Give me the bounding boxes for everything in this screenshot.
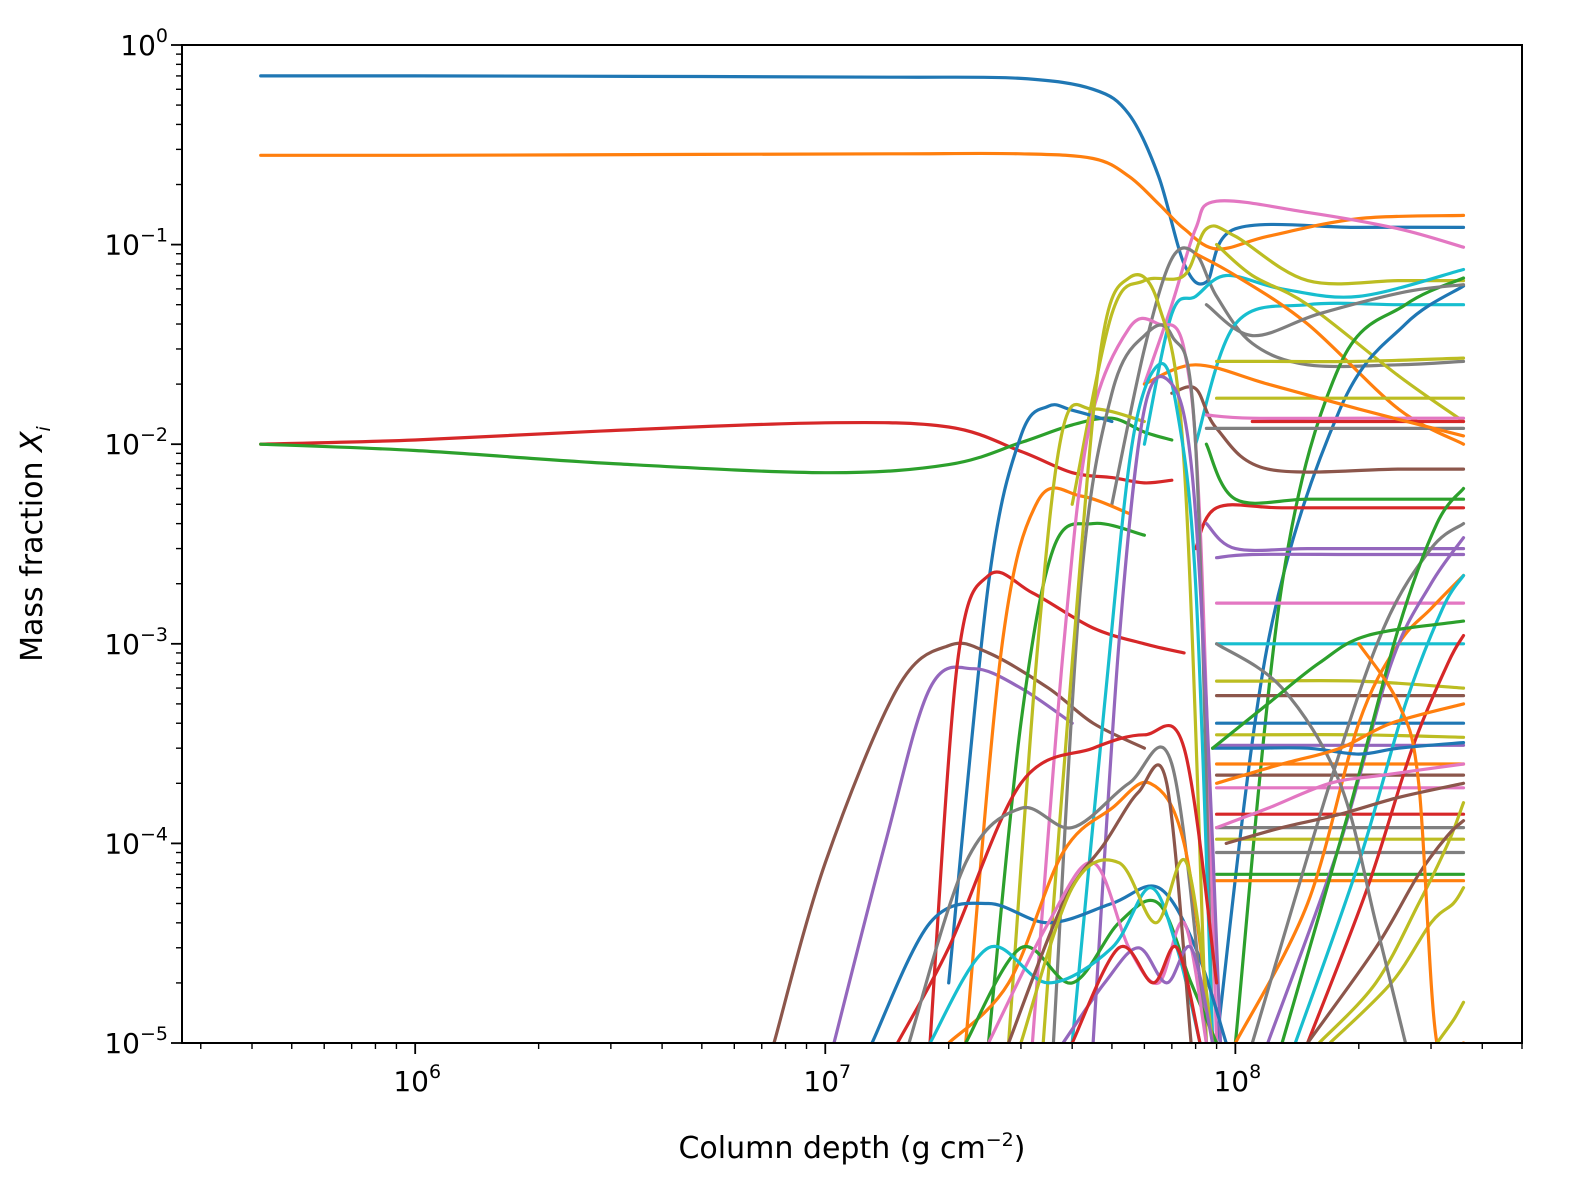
- x-tick-label: 107: [803, 1061, 851, 1098]
- y-tick-label: 10−2: [104, 424, 168, 461]
- series-line-44: [928, 570, 1186, 1043]
- series-line-69: [1306, 633, 1466, 1043]
- series-line-4: [1142, 199, 1466, 386]
- series-line-9: [1194, 301, 1466, 446]
- series-line-16: [1194, 503, 1466, 551]
- series-line-76: [1211, 741, 1466, 756]
- x-tick-label: 108: [1213, 1061, 1261, 1098]
- series-line-71: [1306, 819, 1466, 1043]
- y-tick-label: 10−4: [104, 823, 168, 860]
- series-line-2: [259, 420, 1174, 485]
- series-line-11: [1215, 243, 1466, 424]
- plot-frame: [181, 44, 1523, 1044]
- series-line-60: [1007, 763, 1193, 1043]
- series-line-65: [1250, 522, 1466, 1043]
- series-line-75: [1215, 642, 1408, 1043]
- series-line-18: [1204, 522, 1466, 553]
- series-line-62: [1061, 944, 1215, 1043]
- series-line-14: [1204, 283, 1466, 338]
- series-line-0: [259, 74, 1466, 286]
- x-axis-label: Column depth (g cm−2): [678, 1129, 1025, 1166]
- y-tick-label: 10−3: [104, 624, 168, 661]
- series-line-3: [259, 416, 1174, 475]
- series-line-63: [1070, 944, 1202, 1043]
- series-line-43: [832, 665, 1074, 1043]
- series-line-23: [1142, 363, 1466, 438]
- series-group: [259, 74, 1466, 1043]
- series-line-64: [1233, 573, 1466, 1043]
- series-line-24: [1215, 356, 1466, 364]
- series-line-52: [1091, 374, 1223, 1043]
- series-line-57: [964, 898, 1219, 1043]
- series-line-17: [1204, 442, 1466, 505]
- series-line-51: [1070, 361, 1215, 1043]
- series-line-6: [1110, 246, 1466, 506]
- y-axis-label: Mass fraction Xi: [15, 425, 55, 661]
- y-tick-label: 10−5: [104, 1023, 168, 1060]
- series-line-53: [895, 724, 1219, 1043]
- series-line-45: [964, 486, 1131, 1043]
- series-line-50: [1041, 273, 1208, 1043]
- series-line-15: [1170, 385, 1466, 474]
- y-tick-label: 100: [120, 25, 168, 62]
- series-line-1: [259, 151, 1466, 251]
- series-line-74: [1435, 1000, 1466, 1043]
- series-line-70: [1317, 801, 1466, 1043]
- series-line-78: [1215, 702, 1466, 785]
- series-line-42: [772, 641, 1146, 1043]
- series-line-79: [1215, 762, 1466, 830]
- series-line-68: [1293, 573, 1466, 1043]
- series-line-55: [907, 745, 1208, 1043]
- series-line-48: [1030, 316, 1219, 1043]
- y-tick-label: 10−1: [104, 225, 168, 262]
- series-line-20: [1204, 413, 1466, 421]
- series-line-5: [1070, 224, 1466, 506]
- series-line-61: [1019, 857, 1215, 1043]
- ticks-group: 106 107 108 100 10−1 10−2 10−3 10−4 10−5: [104, 25, 1523, 1098]
- series-line-80: [1224, 781, 1466, 845]
- series-line-77: [1211, 619, 1466, 750]
- series-line-29: [1215, 679, 1466, 690]
- x-tick-label: 106: [393, 1061, 441, 1098]
- series-line-73: [1357, 642, 1466, 1043]
